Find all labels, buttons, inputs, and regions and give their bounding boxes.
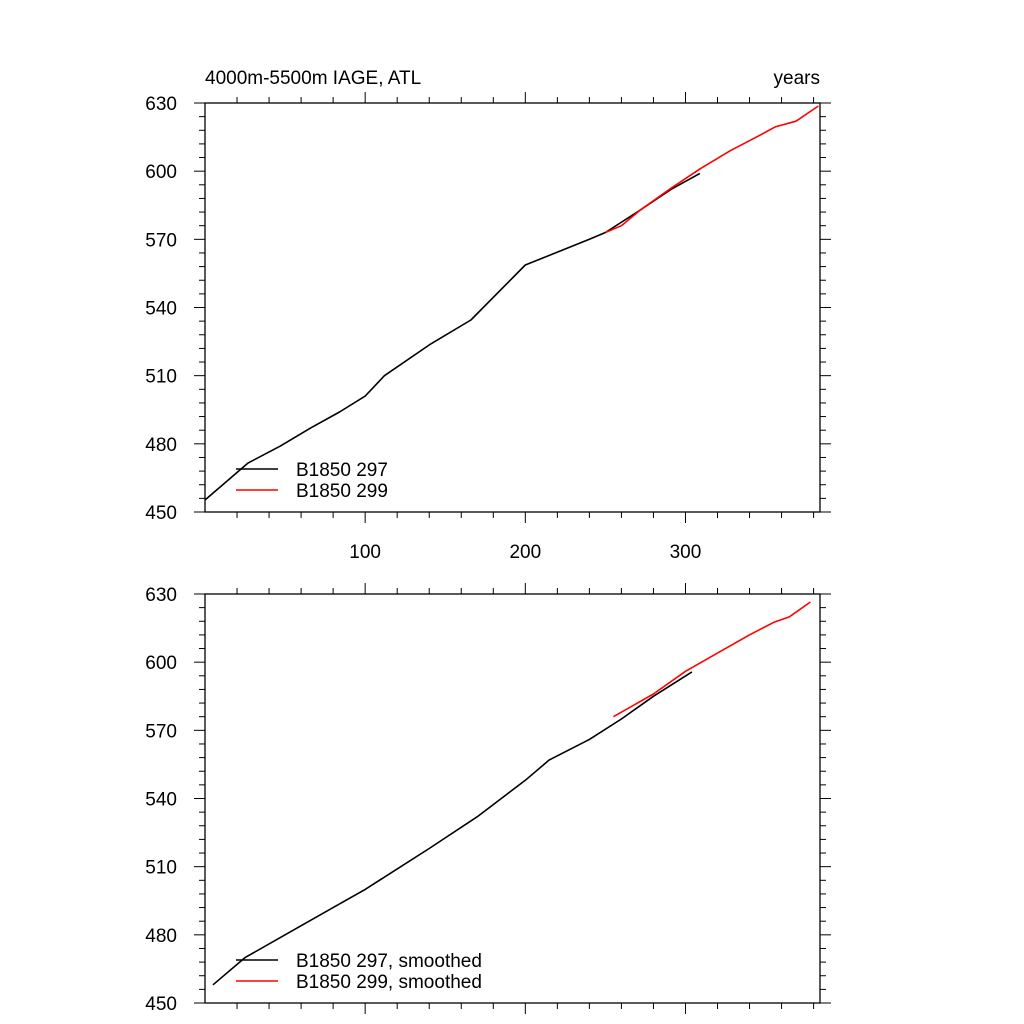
plot-frame bbox=[204, 102, 821, 513]
y-tick-label: 510 bbox=[145, 367, 177, 388]
plot-bottom: 450 480 510 540 570 600 630 B1850 297, smoothed… bbox=[145, 583, 831, 1015]
legend-label: B1850 297 bbox=[296, 460, 388, 481]
legend-label: B1850 297, smoothed bbox=[296, 951, 482, 972]
plot-frame bbox=[204, 593, 821, 1004]
y-tick-label: 480 bbox=[145, 926, 177, 947]
series-line-0 bbox=[204, 172, 701, 501]
y-tick-label: 630 bbox=[145, 585, 177, 606]
y-tick-label: 570 bbox=[145, 230, 177, 251]
y-tick-label: 600 bbox=[145, 653, 177, 674]
x-tick-label: 200 bbox=[509, 542, 541, 563]
legend-label: B1850 299, smoothed bbox=[296, 972, 482, 993]
y-tick-label: 510 bbox=[145, 858, 177, 879]
x-tick-label: 100 bbox=[349, 542, 381, 563]
plot-top: 450 480 510 540 570 600 630 100 200 300 B1850 297B… bbox=[145, 92, 831, 563]
y-tick-label: 450 bbox=[145, 994, 177, 1015]
legend-label: B1850 299 bbox=[296, 481, 388, 502]
x-tick-label: 300 bbox=[670, 542, 702, 563]
plot1-right-title: years bbox=[774, 68, 820, 89]
series-line-1 bbox=[605, 105, 819, 234]
y-tick-label: 450 bbox=[145, 503, 177, 524]
y-tick-label: 480 bbox=[145, 435, 177, 456]
y-tick-label: 630 bbox=[145, 94, 177, 115]
series-line-1 bbox=[613, 601, 811, 718]
y-tick-label: 540 bbox=[145, 790, 177, 811]
y-tick-label: 570 bbox=[145, 721, 177, 742]
plot1-title: 4000m-5500m IAGE, ATL bbox=[205, 68, 421, 89]
y-tick-label: 540 bbox=[145, 299, 177, 320]
y-tick-label: 600 bbox=[145, 162, 177, 183]
series-line-0 bbox=[212, 671, 693, 986]
